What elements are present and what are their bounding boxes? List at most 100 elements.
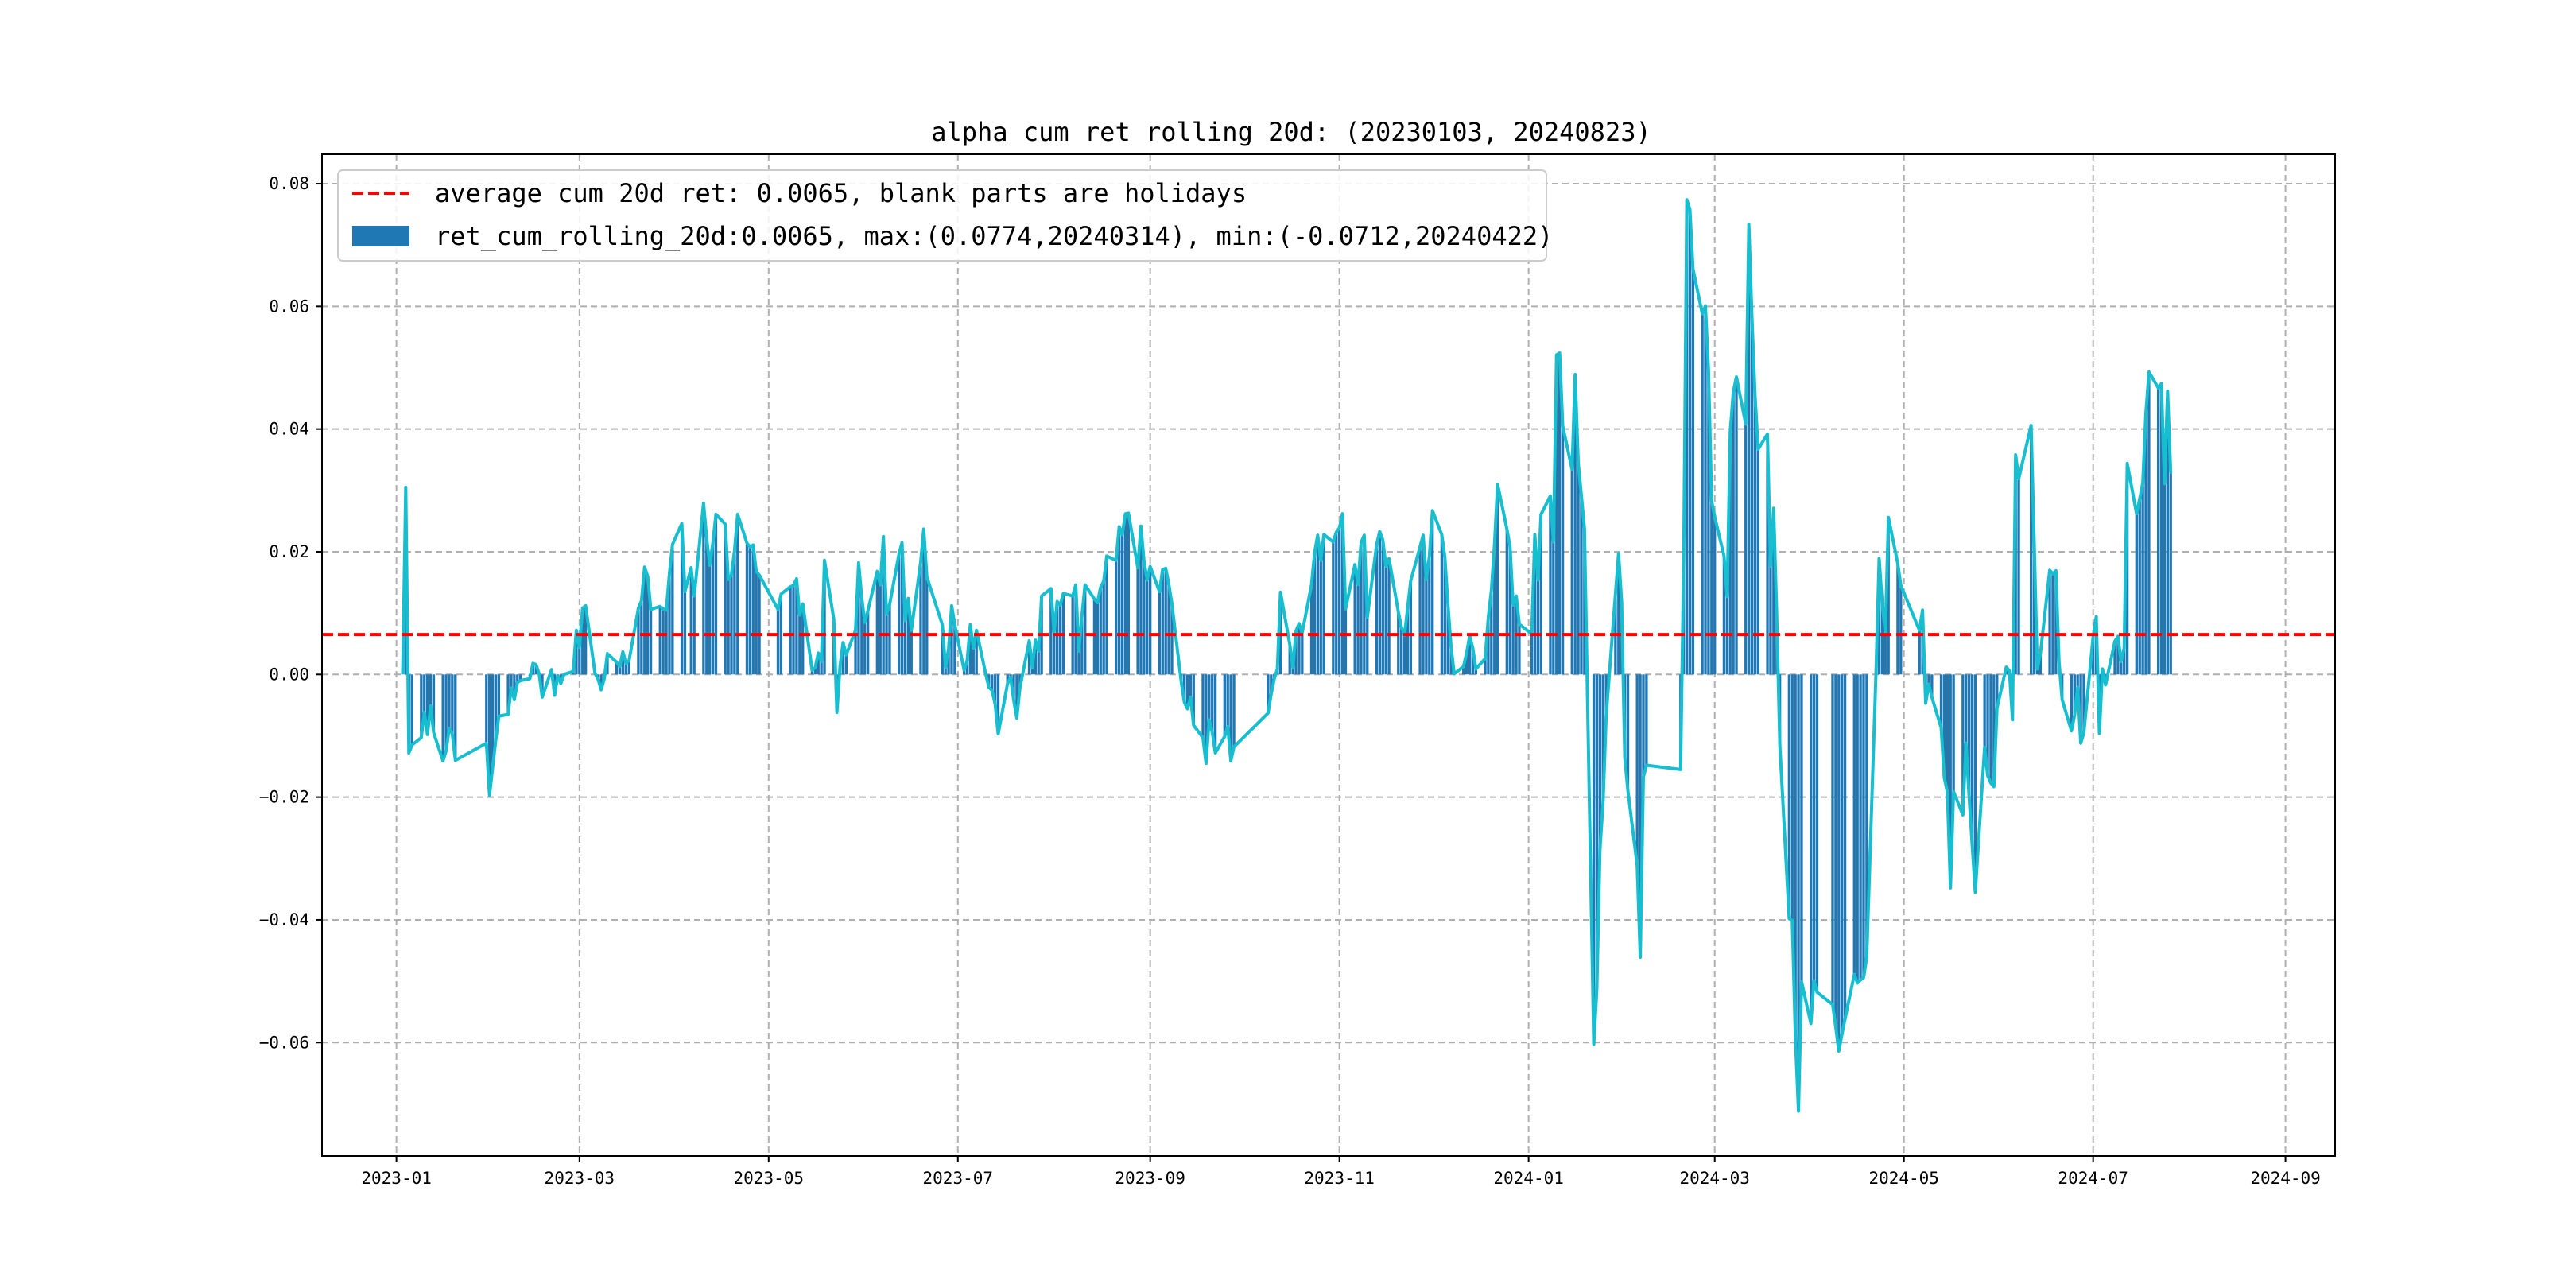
legend-bar-swatch [352,226,409,246]
bar-2024-04-23 [1877,558,1881,675]
bar-2024-01-30 [1617,553,1620,675]
bar-2023-11-21 [1400,627,1403,675]
bar-2023-11-30 [1428,557,1431,675]
bar-2023-09-14 [1189,674,1193,697]
x-tick-label: 2023-01 [361,1169,432,1188]
bar-2023-04-17 [724,524,727,675]
bar-2024-05-09 [1927,674,1930,685]
line-layer [401,198,2173,1113]
bar-2023-01-18 [448,674,451,729]
bar-2023-08-02 [1055,601,1059,675]
bar-2023-10-16 [1288,644,1291,675]
bar-2024-02-26 [1701,313,1704,675]
bar-2023-09-15 [1192,674,1195,726]
bar-2024-01-04 [1536,580,1540,675]
bar-2023-07-27 [1037,650,1040,675]
bar-2024-07-26 [2169,473,2172,675]
bar-2023-03-30 [668,573,671,675]
bar-2024-02-05 [1635,674,1639,867]
bar-2023-06-29 [950,605,953,675]
bar-2023-12-21 [1493,544,1496,675]
bar-2023-07-05 [968,624,972,675]
bar-2023-11-29 [1425,579,1428,675]
bar-2023-05-26 [844,654,848,675]
bar-2023-06-07 [882,536,885,675]
bar-2023-08-28 [1136,568,1139,675]
bar-2023-10-17 [1291,667,1294,675]
bar-2023-04-25 [748,546,752,675]
bar-2024-05-17 [1952,674,1955,792]
bar-2023-03-08 [599,674,603,690]
bar-2023-05-04 [776,609,780,675]
bar-2024-06-07 [2017,479,2020,675]
bar-2023-12-18 [1484,658,1487,675]
x-tick-label: 2023-07 [923,1169,994,1188]
y-tick-label: −0.04 [259,910,309,929]
bar-2023-03-03 [584,605,588,675]
bar-2024-03-29 [1800,674,1803,982]
bar-2024-05-16 [1949,674,1952,888]
bar-2023-09-12 [1182,674,1186,703]
bar-2024-04-09 [1834,674,1837,1027]
bar-2023-07-04 [965,660,969,675]
bar-2024-06-25 [2073,674,2076,716]
bar-2023-09-07 [1167,584,1170,675]
bar-2024-07-17 [2141,483,2144,675]
bar-2023-03-29 [665,610,668,675]
bar-2023-05-05 [779,594,783,675]
bar-2024-06-18 [2051,573,2054,675]
bar-2024-06-14 [2039,654,2043,675]
bar-2023-12-11 [1462,666,1465,675]
bar-2023-07-31 [1049,588,1053,675]
bar-2024-03-08 [1735,377,1738,675]
bar-2024-01-23 [1595,674,1599,989]
bar-2023-06-27 [944,667,947,675]
bar-2024-04-02 [1812,674,1816,981]
bar-2023-01-06 [410,674,413,746]
bar-2024-06-27 [2079,674,2082,743]
bar-2024-07-18 [2144,413,2147,675]
bar-2023-09-28 [1232,674,1236,747]
legend-bar-label: ret_cum_rolling_20d:0.0065, max:(0.0774,… [435,221,1553,251]
bar-2024-01-16 [1573,374,1577,675]
bar-2023-03-01 [578,647,581,675]
bar-2023-11-16 [1384,566,1387,675]
bar-2024-06-12 [2032,543,2036,675]
y-tick-label: 0.04 [269,420,309,439]
bar-2023-05-12 [801,603,805,675]
bar-2023-06-13 [900,542,904,675]
chart-title: alpha cum ret rolling 20d: (20230103, 20… [931,117,1651,147]
bar-2024-04-26 [1887,517,1890,675]
bar-2023-05-17 [817,653,820,675]
bar-2024-02-27 [1704,305,1707,675]
bar-2023-02-03 [497,674,501,716]
bar-2023-04-20 [733,550,736,675]
bar-2023-04-10 [702,503,705,675]
bar-2023-12-19 [1487,617,1490,675]
bar-2024-04-25 [1884,632,1887,675]
bar-2024-03-06 [1728,431,1732,675]
bar-2023-12-29 [1518,624,1521,675]
bar-2023-02-07 [510,674,513,689]
bar-2023-10-24 [1313,553,1317,675]
bar-2024-07-09 [2116,636,2120,675]
bar-2024-05-14 [1942,674,1946,778]
bar-2023-02-28 [575,630,578,675]
series-line [401,198,2173,1113]
bar-2024-03-20 [1772,508,1775,675]
bar-2023-04-04 [683,592,687,675]
bar-2023-08-10 [1080,615,1084,675]
bar-2023-03-16 [624,663,627,675]
bar-2023-06-09 [888,604,891,675]
bar-2023-11-01 [1338,527,1341,675]
bar-2023-10-25 [1316,535,1320,675]
bar-2023-04-24 [745,543,749,675]
bar-2024-04-16 [1856,674,1859,983]
bar-2024-04-24 [1880,603,1884,675]
bar-2023-06-01 [863,622,867,675]
bar-2023-09-13 [1185,674,1189,709]
bar-2023-10-31 [1335,532,1338,675]
bar-2023-09-05 [1161,569,1164,675]
bar-2023-10-23 [1309,584,1313,675]
bar-2023-02-08 [513,674,516,700]
